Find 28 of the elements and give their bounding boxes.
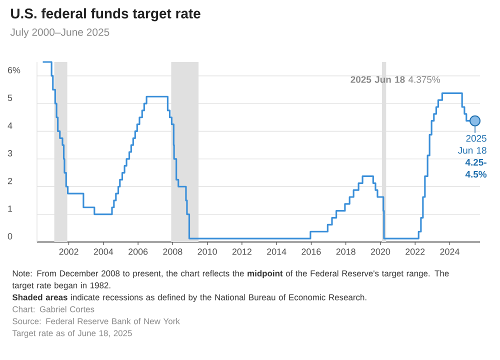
x-tick-label: 2010 (198, 248, 217, 255)
text: Chart: Gabriel Cortes (12, 306, 94, 312)
source-note: Source: Federal Reserve Bank of New York (12, 318, 180, 324)
chart-subtitle: July 2000–June 2025 (10, 28, 110, 38)
x-tick-label: 2022 (406, 248, 425, 255)
annotation: 2025 Jun 18 4.25-4.5% (458, 135, 487, 178)
y-tick-label: 5 (8, 94, 12, 102)
x-tick-label: 2004 (94, 248, 114, 255)
x-tick-label: 2012 (232, 248, 252, 255)
annotation: 2025 Jun 18 4.375% (350, 76, 440, 83)
text: Shaded areas indicate recessions as defined by the National Bureau of Economic Research. (12, 294, 366, 302)
text: Note: From December 2008 to present, the chart reflects the midpoint of the Federal Reserve's target range. The target rate began in 1982. (12, 270, 449, 290)
x-tick-label: 2002 (59, 248, 78, 255)
text: Target rate as of June 18, 2025 (12, 330, 132, 338)
y-tick-label: 3 (8, 150, 12, 156)
y-tick-label: 1 (8, 206, 12, 212)
y-tick-label: 4 (8, 122, 12, 129)
x-tick-label: 2018 (336, 248, 356, 255)
x-tick-label: 2014 (267, 248, 286, 255)
y-tick-label: 6% (8, 66, 20, 74)
y-tick-label: 0 (8, 233, 12, 240)
x-tick-label: 2006 (128, 248, 148, 255)
x-tick-label: 2024 (440, 248, 460, 255)
x-tick-label: 2016 (302, 248, 321, 255)
x-tick-label: 2020 (370, 248, 390, 255)
y-tick-label: 2 (8, 178, 12, 184)
chart-title: U.S. federal funds target rate (11, 8, 200, 22)
x-tick-label: 2008 (163, 248, 182, 255)
